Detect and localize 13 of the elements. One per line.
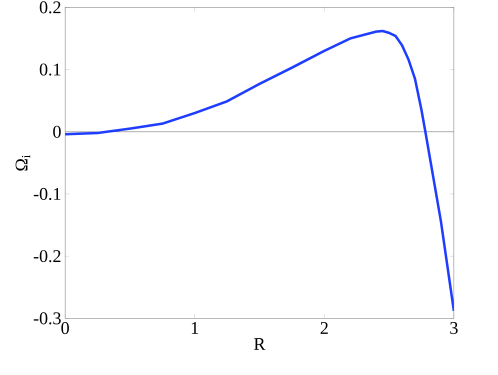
y-tick-label: -0.3 <box>34 312 61 324</box>
x-tick-label: 2 <box>320 322 328 334</box>
y-tick-label: -0.1 <box>34 188 60 200</box>
y-tick-label: 0.2 <box>40 1 60 14</box>
y-tick-label: 0 <box>53 126 61 138</box>
y-axis-title: Ω$_{i}$ <box>16 154 30 171</box>
x-tick-label: 3 <box>450 322 458 334</box>
y-tick-label: -0.2 <box>34 250 60 262</box>
y-tick-label: 0.1 <box>40 63 60 76</box>
x-tick-label: 1 <box>192 322 198 334</box>
line-series <box>65 30 454 312</box>
x-tick-label: 0 <box>61 322 69 334</box>
x-axis-title: R <box>254 338 266 350</box>
